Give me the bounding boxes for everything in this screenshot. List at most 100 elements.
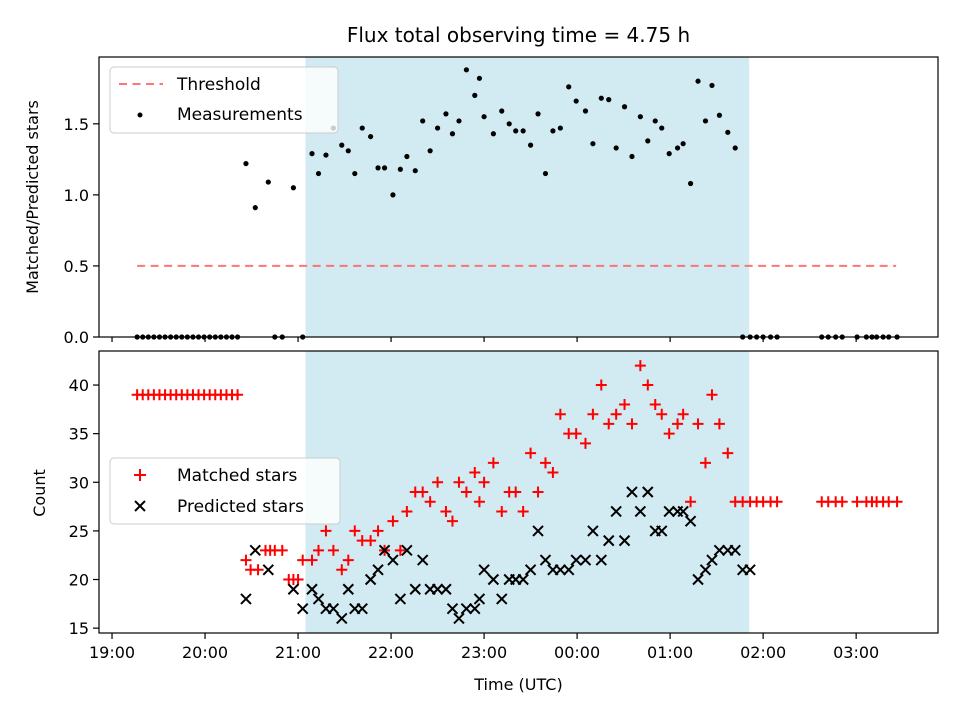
y-tick-label: 20: [69, 571, 89, 590]
matched-star-point: [292, 574, 304, 586]
predicted-star-point: [446, 602, 459, 615]
measurement-point: [397, 166, 403, 172]
predicted-star-point: [342, 583, 354, 595]
matched-star-point: [891, 496, 903, 508]
measurement-point: [557, 125, 563, 131]
matched-star-point: [692, 418, 704, 430]
matched-star-point: [336, 564, 348, 576]
measurement-point: [666, 151, 672, 157]
measurement-point: [590, 141, 596, 147]
measurement-point: [449, 131, 456, 137]
y-tick-label: 1.5: [64, 115, 89, 134]
measurement-point: [645, 138, 651, 144]
measurement-point: [535, 111, 541, 117]
predicted-star-point: [287, 583, 300, 595]
measurement-point: [716, 112, 723, 118]
measurement-point: [542, 170, 549, 177]
predicted-star-point: [364, 573, 377, 586]
legend-matched-swatch: [134, 469, 146, 481]
y-tick-label: 40: [69, 376, 89, 395]
predicted-star-point: [524, 564, 537, 576]
predicted-star-point: [744, 564, 756, 576]
measurement-point: [506, 121, 512, 127]
measurement-point: [265, 179, 271, 185]
predicted-star-point: [327, 602, 340, 615]
predicted-star-point: [240, 593, 252, 605]
bottom-legend-box: [109, 457, 341, 525]
predicted-star-point: [431, 583, 444, 595]
measurement-point: [709, 82, 715, 89]
predicted-star-point: [618, 534, 631, 547]
matched-star-point: [771, 496, 783, 508]
matched-star-point: [706, 389, 718, 401]
measurement-point: [368, 133, 374, 140]
predicted-star-point: [706, 554, 718, 566]
x-tick-label: 20:00: [182, 643, 228, 662]
matched-star-point: [836, 496, 848, 508]
predicted-star-point: [478, 564, 490, 576]
matched-star-point: [685, 496, 697, 508]
measurement-point: [499, 108, 505, 114]
predicted-star-point: [440, 583, 452, 595]
matched-star-point: [610, 408, 622, 420]
predicted-star-point: [387, 554, 399, 566]
measurement-point: [490, 131, 496, 137]
matched-star-point: [372, 525, 384, 537]
matched-star-point: [401, 505, 413, 517]
predicted-star-point: [579, 554, 592, 566]
top-shaded-region: [305, 57, 750, 337]
predicted-star-point: [262, 564, 274, 576]
matched-star-point: [424, 496, 436, 508]
bottom-y-axis-label: Count: [30, 469, 49, 517]
predicted-star-point: [554, 564, 567, 576]
measurement-point: [463, 67, 470, 73]
bottom-y-ticks: 15 20 25 30 35 40: [69, 376, 99, 638]
matched-star-point: [252, 564, 264, 576]
top-y-ticks: 0.0 0.5 1.0 1.5: [64, 115, 99, 347]
x-tick-label: 02:00: [740, 643, 786, 662]
predicted-star-point: [634, 505, 647, 518]
measurement-point: [375, 165, 381, 171]
bottom-shaded-region: [305, 351, 750, 633]
measurement-point: [345, 148, 351, 154]
measurement-point: [687, 180, 694, 187]
matched-star-point: [417, 486, 429, 498]
matched-star-point: [342, 554, 354, 566]
bottom-axes-frame: [98, 350, 939, 634]
predicted-star-point: [249, 544, 261, 557]
measurement-point: [404, 153, 410, 160]
matched-star-point: [478, 476, 490, 488]
measurement-point: [652, 118, 658, 124]
predicted-star-point: [416, 554, 429, 566]
predicted-star-point: [677, 505, 689, 518]
matched-star-point: [387, 515, 399, 527]
measurement-point: [566, 84, 572, 90]
measurement-point: [725, 129, 731, 135]
matched-star-point: [327, 544, 339, 556]
top-y-axis-label: Matched/Predicted stars: [23, 100, 42, 294]
matched-star-point: [349, 525, 361, 537]
measurement-point: [513, 128, 519, 134]
legend-predicted-swatch: [134, 500, 146, 512]
measurement-point: [359, 125, 365, 131]
measurement-point: [629, 153, 635, 160]
measurement-point: [420, 118, 426, 124]
matched-star-point: [619, 398, 631, 410]
matched-star-points: [131, 360, 903, 586]
measurement-point: [352, 170, 358, 177]
predicted-star-point: [642, 486, 654, 498]
measurement-point: [702, 118, 709, 124]
measurement-point: [550, 128, 556, 134]
matched-star-point: [517, 505, 529, 517]
matched-star-point: [313, 544, 325, 556]
matched-star-point: [487, 457, 499, 469]
matched-star-point: [713, 418, 725, 430]
predicted-star-point: [563, 564, 575, 576]
predicted-star-point: [539, 554, 552, 566]
measurement-point: [659, 125, 665, 131]
matched-star-point: [677, 408, 689, 420]
measurement-point: [472, 92, 478, 98]
measurement-point: [339, 142, 345, 148]
matched-star-point: [440, 505, 452, 517]
